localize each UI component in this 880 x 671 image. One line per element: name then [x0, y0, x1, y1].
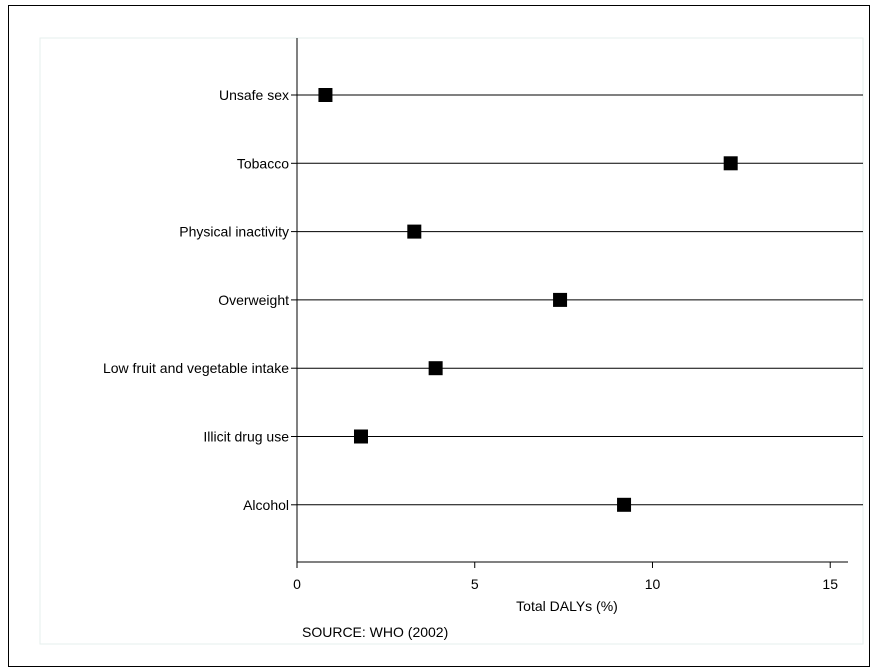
category-label-physical-inactivity: Physical inactivity [179, 224, 289, 240]
source-note: SOURCE: WHO (2002) [302, 624, 448, 640]
category-label-tobacco: Tobacco [237, 155, 289, 171]
x-axis-ticks: 0 5 10 15 [293, 562, 838, 592]
marker-illicit-drug-use [353, 429, 368, 444]
category-label-unsafe-sex: Unsafe sex [219, 87, 289, 103]
plot-region [39, 37, 864, 645]
x-axis-title: Total DALYs (%) [516, 598, 618, 614]
gridlines [291, 94, 863, 506]
x-tick-label-5: 5 [471, 576, 479, 592]
data-markers [318, 88, 738, 512]
x-tick-label-15: 15 [822, 576, 838, 592]
category-label-low-fruit-and-vegetable-intake: Low fruit and vegetable intake [103, 360, 289, 376]
marker-unsafe-sex [318, 88, 333, 102]
marker-overweight [553, 292, 568, 307]
x-tick-label-10: 10 [645, 576, 661, 592]
x-tick-label-0: 0 [293, 576, 301, 592]
category-labels: Unsafe sex Tobacco Physical inactivity Over… [103, 87, 289, 513]
category-label-illicit-drug-use: Illicit drug use [203, 429, 289, 445]
category-label-alcohol: Alcohol [243, 497, 289, 513]
category-label-overweight: Overweight [218, 292, 289, 308]
marker-tobacco [723, 156, 738, 171]
marker-low-fruit-and-vegetable-intake [428, 361, 443, 376]
marker-alcohol [617, 497, 632, 512]
marker-physical-inactivity [407, 224, 422, 239]
